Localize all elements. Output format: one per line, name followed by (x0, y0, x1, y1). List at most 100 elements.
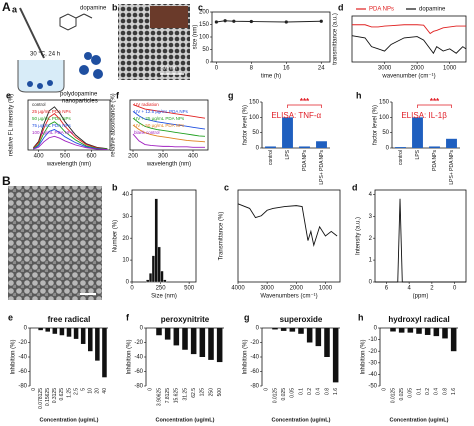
category-label: 40 (102, 388, 108, 394)
y-tick-label: -80 (18, 384, 27, 390)
y-tick-label: 0 (256, 146, 260, 152)
category-label: 15.625 (174, 388, 180, 404)
bar (102, 328, 107, 378)
y-tick-label: 0 (369, 280, 373, 286)
legend-label: PDA NPs (369, 7, 394, 13)
y-tick-label: -10 (368, 337, 377, 343)
x-tick-label: 500 (60, 154, 71, 160)
y-tick-label: -30 (368, 360, 377, 366)
bar (390, 328, 396, 332)
y-tick-label: 100 (199, 35, 210, 41)
plot-frame (27, 99, 111, 151)
panel-label: f (126, 312, 130, 322)
bar (282, 117, 293, 148)
category-label: 0 (31, 388, 37, 391)
x-tick-label: 2000 (410, 66, 424, 72)
category-label: 0.3125 (52, 388, 58, 404)
x-tick-label: 1000 (319, 286, 333, 292)
category-label: control (268, 150, 274, 165)
scale-bar-label: 200 nm (160, 65, 177, 71)
category-label: 3.90625 (156, 388, 162, 406)
bar (73, 328, 79, 339)
plot-frame (237, 189, 341, 283)
x-axis-label: Size (nm) (151, 294, 177, 300)
category-label: 10 (88, 388, 94, 394)
y-tick-label: 2 (369, 236, 373, 242)
y-axis-label: factor level (%) (243, 105, 249, 145)
bar (442, 328, 448, 339)
panel-label: c (198, 2, 203, 12)
schematic-label: dopamine (80, 6, 107, 12)
x-tick-label: 3000 (378, 66, 392, 72)
histogram-bar (154, 198, 158, 283)
category-label: 7.8125 (165, 388, 171, 404)
chart-title: ELISA: TNF-α (271, 111, 321, 120)
y-tick-label: -60 (250, 369, 259, 375)
particle (47, 80, 53, 86)
panel-label: g (244, 312, 250, 322)
chart-title: peroxynitrite (161, 315, 210, 324)
bar (45, 328, 50, 332)
category-label: 0.05 (290, 388, 296, 398)
category-label: 500 (217, 388, 223, 397)
category-label: 0.05 (408, 388, 414, 398)
line (32, 113, 108, 150)
bar (332, 328, 339, 383)
legend-label: blank control (134, 130, 160, 135)
category-label: PDA NPs (302, 150, 308, 171)
category-label: LPS (285, 149, 291, 159)
bar (173, 328, 180, 346)
histogram-bar (148, 273, 153, 283)
bar (38, 328, 43, 331)
bar (88, 328, 93, 352)
bar (199, 328, 206, 357)
bar (424, 328, 431, 335)
y-axis-label: relative FL intensity (%) (9, 94, 15, 156)
y-tick-label: -50 (368, 384, 377, 390)
y-tick-label: 50 (202, 47, 209, 53)
histogram-bar (160, 270, 164, 283)
x-tick-label: 4000 (231, 286, 245, 292)
bar (208, 328, 214, 360)
point (249, 19, 253, 24)
category-label: 0.8 (442, 388, 448, 395)
y-tick-label: -60 (134, 369, 143, 375)
bar (324, 328, 330, 357)
y-axis-label: Inhibition (%) (361, 339, 367, 374)
annotation: *** (430, 97, 440, 106)
panel-label: b (112, 182, 118, 192)
line (352, 24, 466, 35)
category-label: 1.25 (66, 388, 72, 398)
y-tick-label: 0 (206, 60, 210, 66)
x-tick-label: 500 (184, 286, 195, 292)
y-tick-label: -20 (134, 340, 143, 346)
legend-label: dopamine (419, 7, 446, 13)
y-tick-label: 0 (374, 326, 378, 332)
x-axis-label: Concentration (ug/mL) (272, 417, 331, 423)
bar (446, 138, 457, 148)
inset-photo (150, 6, 188, 28)
y-tick-label: 0 (386, 146, 390, 152)
line (132, 133, 205, 148)
line (132, 117, 206, 137)
legend-label: UV radiation (134, 102, 159, 107)
y-tick-label: 4 (369, 192, 373, 198)
point (223, 19, 227, 23)
legend-label: 50 μg/mL PDA NPs (32, 116, 71, 121)
x-tick-label: 1000 (443, 66, 457, 72)
y-tick-label: -80 (134, 384, 143, 390)
bar (316, 141, 327, 148)
line (375, 198, 466, 283)
y-tick-label: -40 (18, 355, 27, 361)
y-tick-label: -20 (250, 340, 259, 346)
bar (95, 328, 100, 361)
bar (315, 328, 322, 347)
category-label: 0.0125 (272, 388, 278, 404)
panel-label: e (6, 90, 11, 100)
chart-title: superoxide (280, 315, 323, 324)
line (32, 106, 108, 150)
x-axis-label: Concentration (ug/mL) (40, 417, 99, 423)
plot-frame (351, 15, 467, 63)
x-tick-label: 2000 (290, 286, 304, 292)
